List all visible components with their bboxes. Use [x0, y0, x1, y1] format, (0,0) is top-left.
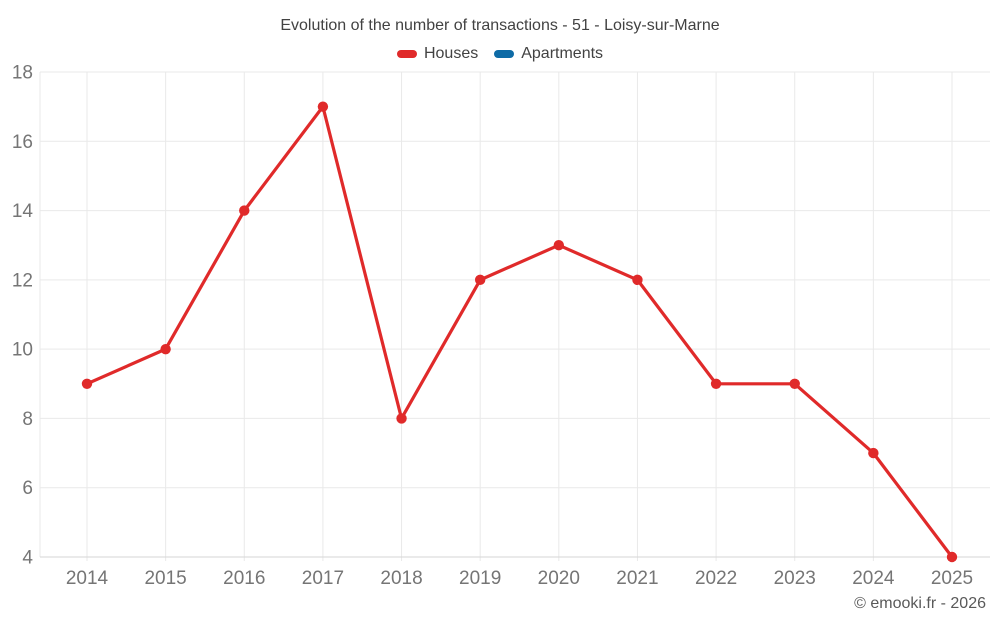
houses-series	[81, 101, 958, 563]
x-axis-labels: 2014 2015 2016 2017 2018 2019 2020 2021 2022 2023…	[66, 568, 973, 589]
y-tick-label: 4	[22, 548, 33, 569]
houses-point-2020[interactable]	[553, 240, 565, 251]
legend-label-apartments: Apartments	[521, 45, 604, 62]
chart-title: Evolution of the number of transactions …	[280, 17, 720, 34]
gridlines	[39, 71, 990, 561]
copyright-footer: © emooki.fr - 2026	[854, 595, 986, 612]
houses-point-2025[interactable]	[946, 551, 958, 563]
y-tick-label: 14	[12, 201, 34, 222]
houses-point-2017[interactable]	[317, 101, 329, 112]
y-tick-label: 10	[12, 340, 33, 361]
legend-item-apartments[interactable]: Apartments	[494, 45, 603, 63]
y-axis-labels: 4 6 8 10 12 14 16 18	[12, 63, 34, 569]
x-tick-label: 2021	[616, 568, 658, 589]
houses-point-2016[interactable]	[239, 205, 250, 216]
x-tick-label: 2016	[223, 568, 265, 589]
x-tick-label: 2014	[66, 568, 109, 589]
x-tick-label: 2020	[538, 568, 580, 589]
y-tick-label: 6	[22, 478, 33, 499]
x-tick-label: 2022	[695, 568, 737, 589]
apartments-swatch-icon	[494, 50, 515, 58]
chart-legend: Houses Apartments	[0, 45, 1000, 63]
y-tick-label: 12	[12, 270, 33, 291]
x-tick-label: 2015	[144, 568, 186, 589]
x-tick-label: 2017	[302, 568, 344, 589]
x-tick-label: 2024	[852, 568, 895, 589]
houses-point-2023[interactable]	[789, 378, 800, 389]
houses-point-2021[interactable]	[632, 274, 643, 286]
houses-point-2019[interactable]	[474, 274, 486, 286]
houses-point-2015[interactable]	[160, 343, 171, 355]
houses-point-2018[interactable]	[396, 413, 407, 424]
houses-line	[85, 104, 954, 559]
houses-swatch-icon	[396, 50, 417, 58]
y-tick-label: 18	[12, 63, 33, 84]
legend-label-houses: Houses	[423, 45, 479, 62]
houses-point-2014[interactable]	[81, 378, 93, 389]
y-tick-label: 8	[22, 409, 33, 430]
houses-point-2024[interactable]	[868, 447, 879, 459]
x-tick-label: 2023	[774, 568, 816, 589]
legend-item-houses[interactable]: Houses	[396, 45, 479, 63]
houses-point-2022[interactable]	[710, 378, 722, 389]
x-tick-label: 2025	[931, 568, 973, 589]
x-tick-label: 2019	[459, 568, 501, 589]
x-tick-label: 2018	[380, 568, 422, 589]
y-tick-label: 16	[12, 132, 33, 153]
